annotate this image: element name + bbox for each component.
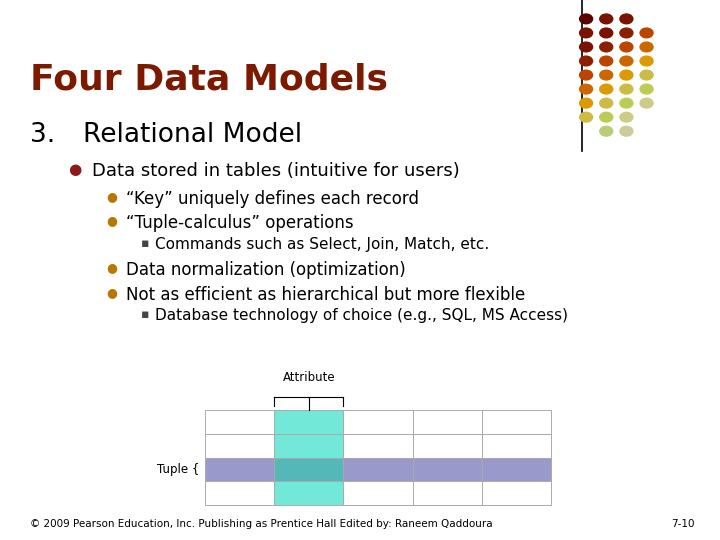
Bar	[274, 458, 343, 481]
Circle shape	[580, 84, 593, 94]
Bar	[343, 434, 413, 458]
Bar	[274, 410, 343, 434]
Bar	[482, 458, 551, 481]
Bar	[205, 458, 274, 481]
Circle shape	[640, 42, 653, 52]
Text: 3.: 3.	[30, 122, 55, 147]
Text: Data stored in tables (intuitive for users): Data stored in tables (intuitive for use…	[92, 162, 460, 180]
Bar	[205, 410, 274, 434]
Text: Attribute: Attribute	[282, 372, 336, 384]
Circle shape	[600, 112, 613, 122]
Circle shape	[600, 56, 613, 66]
Bar	[343, 481, 413, 505]
Circle shape	[620, 14, 633, 24]
Circle shape	[640, 84, 653, 94]
Text: Database technology of choice (e.g., SQL, MS Access): Database technology of choice (e.g., SQL…	[155, 308, 568, 323]
Circle shape	[600, 84, 613, 94]
Circle shape	[600, 70, 613, 80]
Circle shape	[580, 98, 593, 108]
Circle shape	[600, 126, 613, 136]
Bar	[274, 434, 343, 458]
Text: © 2009 Pearson Education, Inc. Publishing as Prentice Hall Edited by: Raneem Qad: © 2009 Pearson Education, Inc. Publishin…	[30, 519, 493, 529]
Circle shape	[600, 14, 613, 24]
Bar	[205, 481, 274, 505]
Text: Four Data Models: Four Data Models	[30, 62, 388, 96]
Bar	[482, 481, 551, 505]
Circle shape	[600, 98, 613, 108]
Bar	[274, 481, 343, 505]
Circle shape	[640, 56, 653, 66]
Circle shape	[580, 56, 593, 66]
Circle shape	[620, 98, 633, 108]
Circle shape	[620, 112, 633, 122]
Bar	[482, 434, 551, 458]
Circle shape	[620, 28, 633, 38]
Circle shape	[640, 70, 653, 80]
Bar	[413, 410, 482, 434]
Text: ●: ●	[107, 286, 117, 299]
Circle shape	[580, 112, 593, 122]
Text: ▪: ▪	[140, 308, 149, 321]
Text: Relational Model: Relational Model	[83, 122, 302, 147]
Text: Data normalization (optimization): Data normalization (optimization)	[126, 261, 406, 279]
Circle shape	[620, 84, 633, 94]
Circle shape	[600, 42, 613, 52]
Text: Tuple {: Tuple {	[157, 463, 199, 476]
Bar	[205, 434, 274, 458]
Text: Not as efficient as hierarchical but more flexible: Not as efficient as hierarchical but mor…	[126, 286, 526, 304]
Circle shape	[580, 28, 593, 38]
Circle shape	[620, 70, 633, 80]
Text: Commands such as Select, Join, Match, etc.: Commands such as Select, Join, Match, et…	[155, 237, 489, 252]
Text: ●: ●	[107, 190, 117, 203]
Circle shape	[600, 28, 613, 38]
Text: ▪: ▪	[140, 237, 149, 249]
Bar	[343, 458, 413, 481]
Text: ●: ●	[107, 261, 117, 274]
Circle shape	[580, 42, 593, 52]
Text: “Tuple-calculus” operations: “Tuple-calculus” operations	[126, 214, 354, 232]
Bar	[413, 481, 482, 505]
Circle shape	[580, 70, 593, 80]
Circle shape	[620, 56, 633, 66]
Bar	[413, 458, 482, 481]
Text: 7-10: 7-10	[671, 519, 695, 529]
Text: ●: ●	[107, 214, 117, 227]
Bar	[413, 434, 482, 458]
Circle shape	[580, 14, 593, 24]
Circle shape	[620, 126, 633, 136]
Circle shape	[640, 28, 653, 38]
Circle shape	[640, 98, 653, 108]
Text: ●: ●	[68, 162, 81, 177]
Circle shape	[620, 42, 633, 52]
Bar	[482, 410, 551, 434]
Text: “Key” uniquely defines each record: “Key” uniquely defines each record	[126, 190, 419, 208]
Bar	[343, 410, 413, 434]
